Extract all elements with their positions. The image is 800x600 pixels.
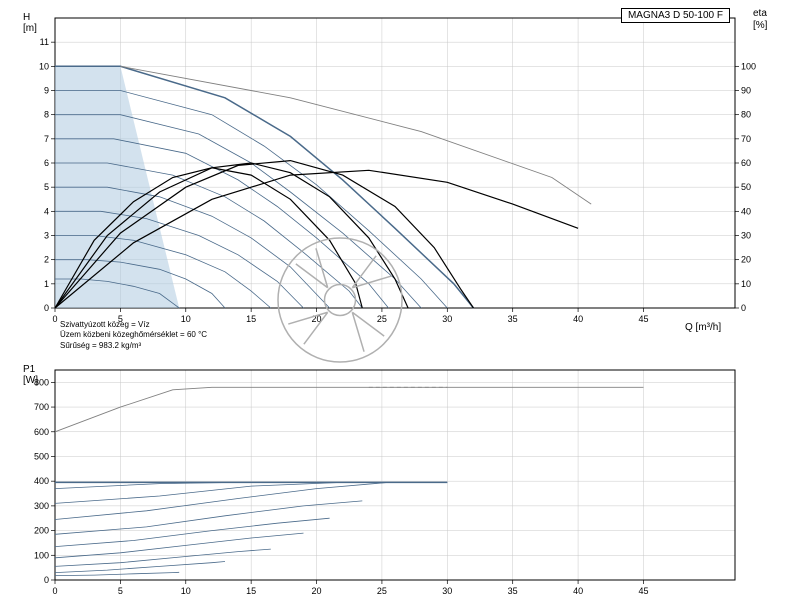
- svg-text:700: 700: [34, 402, 49, 412]
- svg-text:0: 0: [44, 575, 49, 585]
- svg-text:45: 45: [638, 314, 648, 324]
- chart-title: MAGNA3 D 50-100 F: [621, 8, 730, 23]
- svg-text:200: 200: [34, 526, 49, 536]
- svg-text:10: 10: [39, 61, 49, 71]
- svg-text:2: 2: [44, 255, 49, 265]
- pump-curve-chart: MAGNA3 D 50-100 F 0102030405060708090100…: [0, 0, 800, 600]
- svg-text:0: 0: [52, 314, 57, 324]
- info-line-2: Üzem közbeni közeghőmérséklet = 60 °C: [60, 330, 207, 340]
- svg-text:0: 0: [741, 303, 746, 313]
- svg-text:0: 0: [44, 303, 49, 313]
- svg-text:9: 9: [44, 86, 49, 96]
- svg-text:50: 50: [741, 182, 751, 192]
- svg-text:10: 10: [741, 279, 751, 289]
- svg-text:P1: P1: [23, 364, 36, 375]
- svg-text:25: 25: [377, 586, 387, 596]
- svg-text:[W]: [W]: [23, 375, 38, 386]
- info-line-3: Sűrűség = 983.2 kg/m³: [60, 341, 207, 351]
- svg-text:6: 6: [44, 158, 49, 168]
- svg-text:3: 3: [44, 231, 49, 241]
- svg-text:70: 70: [741, 134, 751, 144]
- svg-text:100: 100: [741, 61, 756, 71]
- svg-text:400: 400: [34, 476, 49, 486]
- svg-text:5: 5: [44, 182, 49, 192]
- svg-text:30: 30: [442, 586, 452, 596]
- svg-text:500: 500: [34, 451, 49, 461]
- info-line-1: Szivattyúzott közeg = Víz: [60, 320, 207, 330]
- svg-text:60: 60: [741, 158, 751, 168]
- svg-text:5: 5: [118, 586, 123, 596]
- svg-text:H: H: [23, 12, 30, 23]
- svg-text:1: 1: [44, 279, 49, 289]
- svg-text:30: 30: [442, 314, 452, 324]
- svg-text:30: 30: [741, 231, 751, 241]
- svg-text:40: 40: [741, 206, 751, 216]
- svg-text:45: 45: [638, 586, 648, 596]
- chart-svg: 0102030405060708090100eta[%]Q [m³/h]0123…: [0, 0, 800, 600]
- svg-text:8: 8: [44, 110, 49, 120]
- svg-text:25: 25: [377, 314, 387, 324]
- svg-text:40: 40: [573, 586, 583, 596]
- svg-text:11: 11: [40, 37, 49, 47]
- info-text-block: Szivattyúzott közeg = Víz Üzem közbeni k…: [60, 320, 207, 351]
- svg-text:15: 15: [246, 586, 256, 596]
- svg-text:20: 20: [741, 255, 751, 265]
- svg-text:[m]: [m]: [23, 23, 37, 34]
- svg-text:35: 35: [508, 314, 518, 324]
- svg-text:4: 4: [44, 206, 49, 216]
- svg-text:35: 35: [508, 586, 518, 596]
- svg-text:Q [m³/h]: Q [m³/h]: [685, 322, 721, 333]
- svg-text:10: 10: [181, 586, 191, 596]
- svg-text:0: 0: [52, 586, 57, 596]
- svg-text:[%]: [%]: [753, 20, 768, 31]
- svg-text:eta: eta: [753, 8, 767, 19]
- svg-text:300: 300: [34, 501, 49, 511]
- svg-text:100: 100: [34, 550, 49, 560]
- svg-text:90: 90: [741, 86, 751, 96]
- svg-text:7: 7: [44, 134, 49, 144]
- svg-text:20: 20: [312, 586, 322, 596]
- svg-text:40: 40: [573, 314, 583, 324]
- svg-text:600: 600: [34, 427, 49, 437]
- svg-text:15: 15: [246, 314, 256, 324]
- svg-text:80: 80: [741, 110, 751, 120]
